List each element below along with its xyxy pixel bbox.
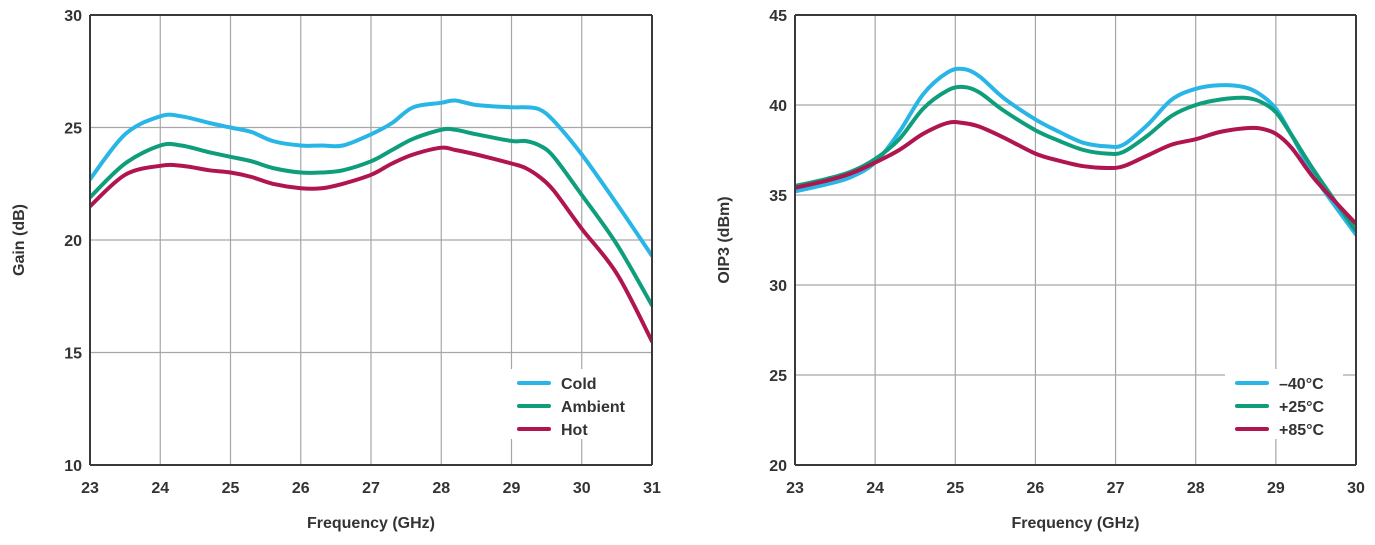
x-tick-label-1: 24 [151,480,169,497]
x-tick-label-4: 27 [1107,480,1125,497]
legend-label-2: Hot [561,422,588,439]
legend-label-1: +25°C [1279,399,1325,416]
y-axis-title: Gain (dB) [11,204,28,276]
y-tick-label-5: 45 [769,8,787,25]
y-tick-label-2: 20 [64,233,82,250]
y-axis-title: OIP3 (dBm) [716,196,733,283]
y-tick-label-4: 40 [769,98,787,115]
y-tick-label-1: 15 [64,346,82,363]
y-tick-label-2: 30 [769,278,787,295]
y-tick-label-0: 20 [769,458,787,475]
y-tick-label-3: 35 [769,188,787,205]
legend: –40°C +25°C +85°C [1225,369,1343,439]
x-tick-label-3: 26 [292,480,310,497]
x-tick-label-5: 28 [1187,480,1205,497]
x-axis-title: Frequency (GHz) [1011,515,1139,532]
oip3-chart: 23 24 25 26 27 28 29 30 20 25 30 35 40 45 Frequency (G… [716,8,1365,532]
legend-label-2: +85°C [1279,422,1325,439]
legend-label-0: –40°C [1279,376,1324,393]
x-tick-label-2: 25 [946,480,964,497]
y-tick-label-0: 10 [64,458,82,475]
x-tick-label-4: 27 [362,480,380,497]
series-line-85-c [795,120,1356,226]
x-tick-label-0: 23 [786,480,804,497]
legend: Cold Ambient Hot [507,369,626,439]
x-tick-label-3: 26 [1027,480,1045,497]
x-tick-label-8: 31 [643,480,661,497]
series-line-40-c [795,66,1356,237]
series-line-hot [90,145,652,344]
series-line-25-c [795,84,1356,233]
x-tick-label-7: 30 [573,480,591,497]
series-line-cold [90,98,652,258]
gain-chart: 23 24 25 26 27 28 29 30 31 10 15 20 25 30 Frequency (G… [11,8,661,532]
y-tick-label-3: 25 [64,121,82,138]
legend-label-0: Cold [561,376,597,393]
x-tick-label-2: 25 [222,480,240,497]
x-tick-label-0: 23 [81,480,99,497]
x-tick-label-5: 28 [432,480,450,497]
x-tick-label-6: 29 [1267,480,1285,497]
x-tick-label-7: 30 [1347,480,1365,497]
x-tick-label-1: 24 [866,480,884,497]
y-tick-label-1: 25 [769,368,787,385]
series-line-ambient [90,126,652,308]
x-tick-label-6: 29 [503,480,521,497]
legend-label-1: Ambient [561,399,626,416]
x-axis-title: Frequency (GHz) [307,515,435,532]
y-tick-label-4: 30 [64,8,82,25]
